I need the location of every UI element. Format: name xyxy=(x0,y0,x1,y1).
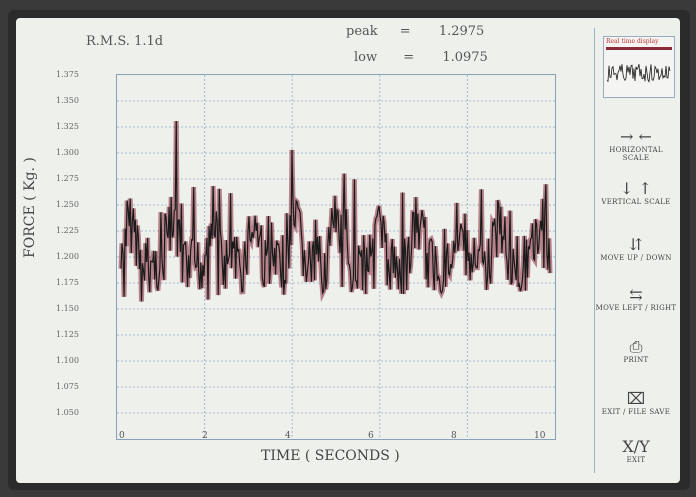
sidebar-button-label: MOVE UP / DOWN xyxy=(600,254,672,262)
y-tick-label: 1.375 xyxy=(56,70,79,79)
sidebar-button-label: HORIZONTAL SCALE xyxy=(609,146,663,162)
sidebar-button-label: EXIT / FILE SAVE xyxy=(601,408,671,416)
y-axis-title: FORCE ( Kg. ) xyxy=(22,157,38,258)
app-screen: R.M.S. 1.1d peak = 1.2975 low = 1.0975 F… xyxy=(16,18,680,483)
peak-readout: peak = 1.2975 xyxy=(346,24,484,39)
y-tick-label: 1.325 xyxy=(56,122,79,131)
mini-waveform xyxy=(606,47,672,83)
x-tick-label: 6 xyxy=(368,431,374,441)
sidebar-button-icon: ⇆ xyxy=(629,285,643,304)
sidebar-button-4[interactable]: ⎙ PRINT xyxy=(595,337,677,365)
sidebar-button-icon: X/Y xyxy=(622,437,650,456)
x-tick-label: 10 xyxy=(534,431,546,441)
force-plot-area[interactable] xyxy=(116,74,556,440)
sidebar-button-label: MOVE LEFT / RIGHT xyxy=(595,304,677,312)
y-tick-label: 1.200 xyxy=(56,252,79,261)
peak-equals: = xyxy=(399,24,411,39)
realtime-caption: Real time display xyxy=(606,38,659,45)
control-sidebar: Real time display → ← HORIZONTAL SCALE ↓ ↑… xyxy=(594,28,677,473)
sidebar-button-label: PRINT xyxy=(623,356,649,364)
peak-value: 1.2975 xyxy=(438,24,485,39)
sidebar-button-1[interactable]: ↓ ↑ VERTICAL SCALE xyxy=(595,179,677,207)
peak-label: peak xyxy=(346,24,378,39)
force-trace xyxy=(120,120,551,302)
low-readout: low = 1.0975 xyxy=(354,50,488,65)
y-tick-label: 1.175 xyxy=(56,278,79,287)
force-time-plot xyxy=(117,75,555,439)
sidebar-button-3[interactable]: ⇆ MOVE LEFT / RIGHT xyxy=(595,285,677,313)
sidebar-button-5[interactable]: ⌧ EXIT / FILE SAVE xyxy=(595,389,677,417)
y-tick-label: 1.125 xyxy=(56,330,79,339)
y-tick-label: 1.100 xyxy=(56,356,79,365)
sidebar-button-icon: ↓ ↑ xyxy=(620,179,652,198)
sidebar-button-icon: ⎙ xyxy=(629,337,643,356)
x-tick-label: 2 xyxy=(202,431,208,441)
y-tick-label: 1.250 xyxy=(56,200,79,209)
y-tick-label: 1.075 xyxy=(56,382,79,391)
y-tick-label: 1.050 xyxy=(56,408,79,417)
rms-readout: R.M.S. 1.1d xyxy=(86,34,164,49)
low-value: 1.0975 xyxy=(442,50,488,65)
mini-header-bar xyxy=(606,47,672,50)
y-tick-label: 1.225 xyxy=(56,226,79,235)
sidebar-button-icon: ⇵ xyxy=(629,235,643,254)
sidebar-button-6[interactable]: X/Y EXIT xyxy=(595,437,677,465)
sidebar-button-icon: ⌧ xyxy=(626,389,646,408)
realtime-preview[interactable]: Real time display xyxy=(603,36,675,98)
y-tick-label: 1.300 xyxy=(56,148,79,157)
low-label: low xyxy=(354,50,378,65)
x-tick-label: 4 xyxy=(285,431,291,441)
low-equals: = xyxy=(403,50,415,65)
y-tick-label: 1.150 xyxy=(56,304,79,313)
sidebar-button-label: VERTICAL SCALE xyxy=(601,198,671,206)
x-tick-label: 0 xyxy=(119,431,125,441)
x-axis-title: TIME ( SECONDS ) xyxy=(261,448,400,464)
x-tick-label: 8 xyxy=(451,431,457,441)
sidebar-button-0[interactable]: → ← HORIZONTAL SCALE xyxy=(595,127,677,163)
y-tick-label: 1.350 xyxy=(56,96,79,105)
sidebar-button-icon: → ← xyxy=(620,127,652,146)
y-tick-label: 1.275 xyxy=(56,174,79,183)
sidebar-button-label: EXIT xyxy=(626,456,646,464)
mini-trace xyxy=(606,64,671,83)
sidebar-button-2[interactable]: ⇵ MOVE UP / DOWN xyxy=(595,235,677,263)
